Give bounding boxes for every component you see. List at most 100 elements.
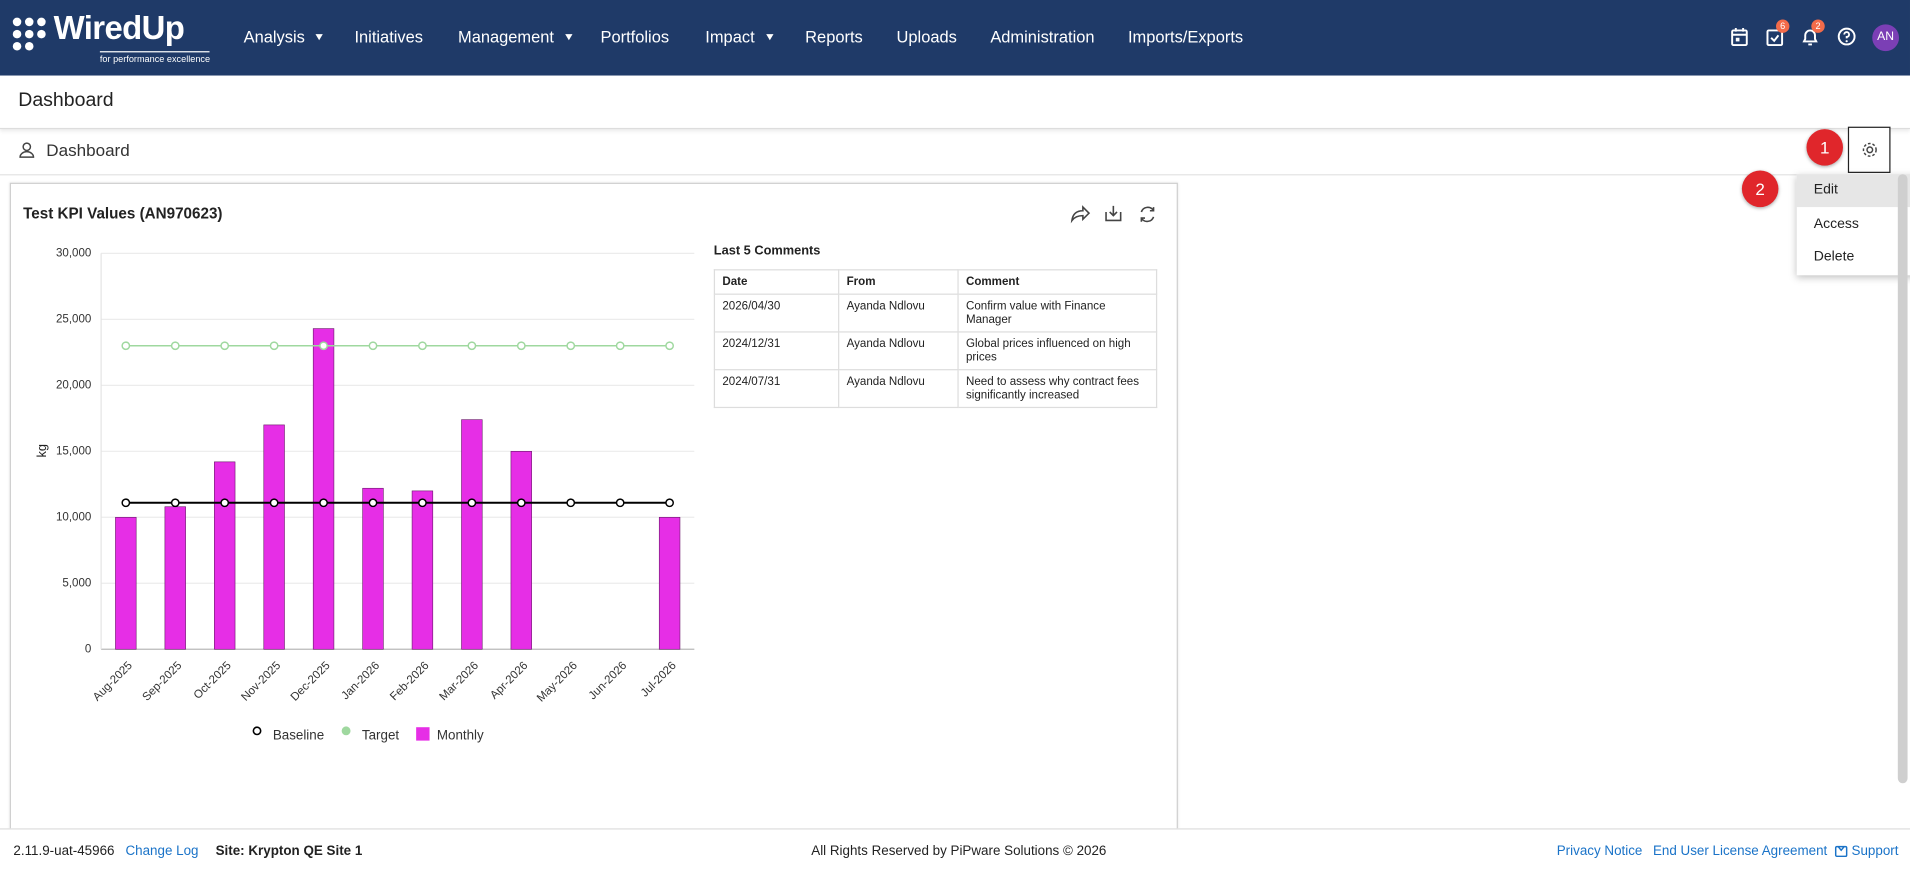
kpi-chart: Test KPI Values (AN970623) kg 0 5,000 10,0… — [23, 205, 1155, 742]
line-point — [170, 341, 180, 351]
dashboard-toolbar: Dashboard — [0, 126, 1910, 176]
cell: Global prices influenced on high prices — [957, 331, 1158, 371]
privacy-link[interactable]: Privacy Notice — [1556, 844, 1643, 859]
notifications-icon[interactable] — [1800, 27, 1819, 46]
bar — [362, 487, 384, 650]
bar — [263, 424, 285, 650]
x-tick-label: Jun-2026 — [587, 660, 630, 703]
settings-menu: Edit Access Delete — [1796, 174, 1910, 276]
eula-link[interactable]: End User License Agreement — [1652, 844, 1828, 859]
bar — [115, 516, 137, 650]
line-point — [368, 498, 378, 508]
x-tick-label: May-2026 — [535, 660, 580, 705]
legend-marker — [416, 727, 430, 741]
comments-table: Date From Comment 2026/04/30 Ayanda Ndlo… — [713, 269, 1158, 409]
page-header: Dashboard — [0, 76, 1910, 130]
refresh-icon[interactable] — [1140, 206, 1155, 223]
widget-actions — [1070, 205, 1155, 224]
nav-item[interactable]: Administration — [990, 28, 1095, 47]
help-icon[interactable] — [1837, 27, 1856, 46]
x-tick-label: Aug-2025 — [91, 660, 135, 704]
line-point — [566, 341, 576, 351]
user-avatar[interactable]: AN — [1872, 24, 1900, 52]
menu-item[interactable]: Edit — [1796, 174, 1910, 208]
column-header: From — [838, 269, 959, 295]
nav-item[interactable]: Reports — [805, 28, 863, 47]
footer: 2.11.9-uat-45966 Change Log Site: Krypto… — [0, 828, 1910, 873]
share-icon[interactable] — [1070, 205, 1091, 224]
x-tick-label: Jan-2026 — [340, 660, 383, 703]
x-tick-label: Nov-2025 — [239, 660, 283, 704]
logo-icon — [12, 17, 46, 51]
nav-item[interactable]: Portfolios — [600, 28, 670, 47]
legend-marker — [341, 726, 351, 736]
line-point — [418, 341, 427, 351]
line-point — [121, 498, 131, 508]
y-tick-label: 0 — [85, 643, 91, 655]
y-tick-label: 5,000 — [62, 577, 91, 589]
y-tick-label: 30,000 — [56, 247, 91, 259]
cell: 2024/12/31 — [713, 331, 840, 371]
nav-item[interactable]: Analysis — [244, 28, 324, 46]
x-tick-label: Oct-2025 — [192, 660, 234, 702]
nav-item[interactable]: Initiatives — [354, 28, 424, 47]
table-row: 2024/12/31 Ayanda Ndlovu Global prices i… — [713, 331, 1158, 371]
cell: Ayanda Ndlovu — [838, 369, 959, 409]
y-axis-label: kg — [34, 444, 49, 458]
copyright: All Rights Reserved by PiPware Solutions… — [811, 844, 1107, 859]
legend-marker — [252, 726, 262, 736]
line-point — [467, 498, 477, 508]
table-row: 2024/07/31 Ayanda Ndlovu Need to assess … — [713, 369, 1158, 409]
nav-item[interactable]: Uploads — [896, 28, 957, 47]
x-tick-label: Mar-2026 — [438, 660, 481, 703]
line-point — [220, 498, 230, 508]
page-title: Dashboard — [18, 90, 114, 111]
settings-button[interactable] — [1847, 126, 1891, 173]
legend-label: Monthly — [437, 727, 484, 742]
line-point — [467, 341, 477, 351]
line-point — [269, 498, 279, 508]
site: Site: Krypton QE Site 1 — [215, 844, 363, 859]
x-tick-label: Sep-2025 — [140, 660, 184, 704]
user-icon — [19, 142, 35, 158]
calendar-icon[interactable] — [1730, 27, 1749, 47]
chart-title: Test KPI Values (AN970623) — [23, 205, 222, 222]
kpi-widget: Last 5 Comments Date From Comment 2026/0… — [9, 182, 1178, 841]
line-point — [615, 341, 625, 351]
cell: Ayanda Ndlovu — [838, 331, 959, 371]
bar — [461, 419, 483, 650]
bar — [214, 461, 236, 650]
dashboard-selector[interactable]: Dashboard — [46, 140, 148, 159]
bar — [312, 328, 335, 650]
step-marker: 1 — [1806, 129, 1844, 166]
line-point — [368, 341, 378, 351]
y-tick-label: 25,000 — [56, 313, 91, 325]
step-marker: 2 — [1741, 170, 1779, 208]
nav-item[interactable]: Impact — [705, 28, 773, 46]
menu-item[interactable]: Access — [1813, 216, 1859, 232]
column-header: Comment — [957, 269, 1158, 295]
line-point — [615, 498, 625, 508]
line-point — [418, 498, 427, 508]
legend-label: Target — [362, 727, 399, 742]
menu-item[interactable]: Delete — [1813, 249, 1855, 265]
nav-item[interactable]: Management — [458, 28, 572, 46]
tasks-icon[interactable] — [1765, 27, 1784, 47]
scrollbar[interactable] — [1897, 174, 1908, 784]
cell: Confirm value with Finance Manager — [957, 293, 1158, 333]
nav-item[interactable]: Imports/Exports — [1127, 28, 1244, 47]
logo[interactable]: WiredUp — [53, 9, 185, 47]
changelog-link[interactable]: Change Log — [125, 844, 199, 859]
legend-label: Baseline — [273, 727, 324, 742]
line-point — [269, 341, 279, 351]
version: 2.11.9-uat-45966 — [13, 844, 115, 859]
cell: 2026/04/30 — [713, 293, 840, 333]
support-link[interactable]: Support — [1851, 844, 1899, 859]
download-icon[interactable] — [1105, 205, 1122, 222]
y-tick-label: 15,000 — [56, 445, 91, 457]
cell: 2024/07/31 — [713, 369, 840, 409]
line-point — [319, 341, 328, 351]
